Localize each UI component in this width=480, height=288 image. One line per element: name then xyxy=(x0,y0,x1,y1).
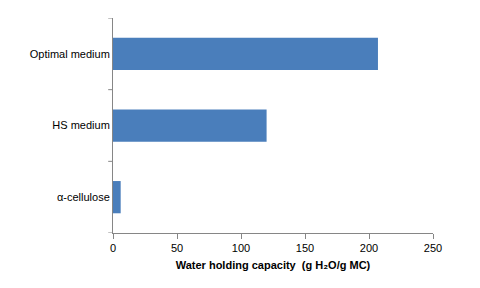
svg-text:250: 250 xyxy=(424,242,442,254)
svg-text:α-cellulose: α-cellulose xyxy=(57,191,110,203)
svg-text:Water holding capacity (g H₂O: Water holding capacity (g H₂O/g MC) xyxy=(176,259,371,271)
svg-text:HS medium: HS medium xyxy=(52,119,109,131)
svg-text:100: 100 xyxy=(232,242,250,254)
svg-text:50: 50 xyxy=(171,242,183,254)
svg-text:0: 0 xyxy=(110,242,116,254)
svg-text:150: 150 xyxy=(296,242,314,254)
svg-text:Optimal medium: Optimal medium xyxy=(30,48,110,60)
svg-text:200: 200 xyxy=(360,242,378,254)
